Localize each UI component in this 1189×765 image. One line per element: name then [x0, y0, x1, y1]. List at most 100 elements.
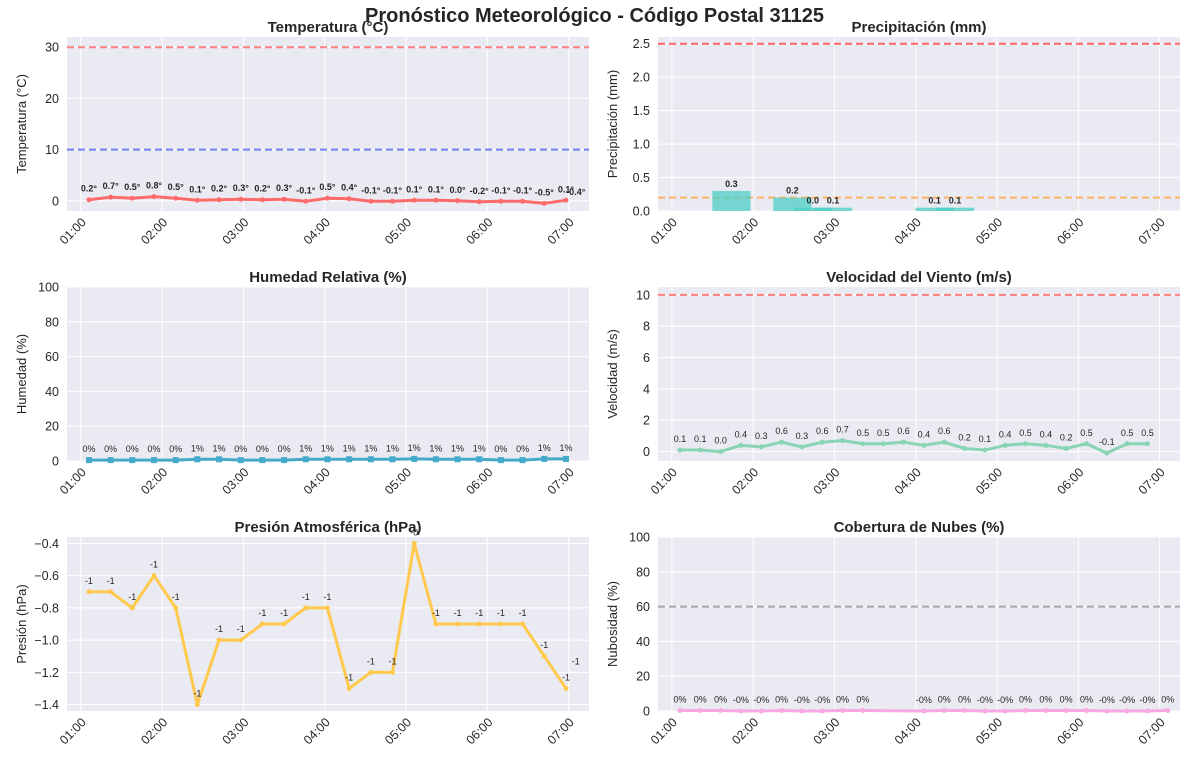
y-tick-label: 0 — [643, 445, 650, 459]
data-label: 0.0° — [449, 185, 466, 195]
data-point — [982, 447, 988, 453]
hum-plot-area — [67, 287, 589, 461]
data-point — [194, 197, 200, 203]
data-label: -1 — [345, 672, 353, 682]
y-tick-label: 8 — [643, 320, 650, 334]
data-label: -0.1° — [513, 185, 533, 195]
data-point — [411, 455, 418, 462]
y-tick-label: 60 — [45, 350, 59, 364]
data-point — [476, 199, 482, 205]
x-tick-label: 06:00 — [463, 465, 495, 497]
data-point — [677, 447, 683, 453]
data-point — [677, 707, 683, 713]
data-label: 0% — [1161, 694, 1174, 704]
data-label: 0.3 — [755, 431, 768, 441]
x-tick-label: 04:00 — [892, 465, 924, 497]
data-point — [454, 456, 461, 463]
data-label: 0.5 — [1121, 428, 1134, 438]
data-label: 0.6 — [816, 426, 829, 436]
data-point — [697, 447, 703, 453]
data-label: 0% — [104, 444, 117, 454]
temp-title: Temperatura (°C) — [268, 19, 389, 36]
data-label: -0% — [977, 695, 993, 705]
y-tick-label: 6 — [643, 351, 650, 365]
data-point — [563, 685, 569, 691]
data-label: -1 — [475, 608, 483, 618]
data-label: 0.3 — [796, 431, 809, 441]
data-point — [433, 197, 439, 203]
y-tick-label: 0 — [52, 455, 59, 469]
data-point — [455, 198, 461, 204]
data-label: 1% — [321, 443, 334, 453]
data-point — [1083, 441, 1089, 447]
data-point — [216, 637, 222, 643]
data-label: 0% — [147, 444, 160, 454]
data-label: -1 — [323, 592, 331, 602]
data-point — [840, 438, 846, 444]
data-point — [738, 708, 744, 714]
data-label: 0.2 — [786, 186, 799, 196]
data-label: 0.4 — [735, 429, 748, 439]
data-label: -1 — [302, 592, 310, 602]
data-point — [962, 445, 968, 451]
data-point — [173, 605, 179, 611]
y-tick-label: 100 — [38, 281, 59, 295]
data-label: 0.1 — [949, 196, 962, 206]
x-tick-label: 04:00 — [301, 215, 333, 247]
data-point — [758, 444, 764, 450]
data-label: 0.2° — [81, 184, 98, 194]
data-point — [758, 708, 764, 714]
data-point — [281, 621, 287, 627]
data-point — [368, 669, 374, 675]
data-label: 1% — [386, 443, 399, 453]
data-label: 0.1° — [428, 184, 445, 194]
data-label: 0% — [1019, 694, 1032, 704]
data-label: -1 — [193, 689, 201, 699]
precip-bar — [935, 207, 975, 211]
data-point — [302, 456, 309, 463]
x-tick-label: 04:00 — [892, 215, 924, 247]
x-tick-label: 06:00 — [1054, 715, 1086, 747]
data-point — [1063, 707, 1069, 713]
data-point — [880, 441, 886, 447]
hum-title: Humedad Relativa (%) — [249, 269, 407, 286]
y-tick-label: 40 — [45, 385, 59, 399]
data-point — [455, 621, 461, 627]
wind-y-axis-label: Velocidad (m/s) — [605, 329, 620, 419]
data-label: 1% — [299, 443, 312, 453]
data-point — [498, 198, 504, 204]
data-label: 0% — [256, 444, 269, 454]
data-point — [497, 457, 504, 464]
data-label: 0.3 — [725, 179, 738, 189]
data-label: 0.1° — [406, 184, 423, 194]
y-tick-label: 0 — [643, 705, 650, 719]
data-label: 0.7° — [103, 181, 120, 191]
data-point — [921, 708, 927, 714]
data-point — [411, 540, 417, 546]
x-tick-label: 06:00 — [1054, 215, 1086, 247]
data-point — [367, 456, 374, 463]
data-point — [194, 456, 201, 463]
data-point — [368, 198, 374, 204]
data-label: -1 — [237, 624, 245, 634]
data-label: -0.2° — [470, 186, 490, 196]
data-label: -0.1° — [383, 185, 403, 195]
data-label: 0% — [856, 694, 869, 704]
y-tick-label: −0.8 — [34, 601, 59, 615]
figure-title: Pronóstico Meteorológico - Código Postal… — [365, 5, 824, 27]
data-point — [129, 195, 135, 201]
data-point — [1104, 450, 1110, 456]
data-label: 1% — [213, 443, 226, 453]
data-point — [433, 621, 439, 627]
data-label: -1 — [454, 608, 462, 618]
y-tick-label: 2.5 — [633, 37, 650, 51]
data-point — [1023, 707, 1029, 713]
data-point — [346, 456, 353, 463]
precip-y-axis-label: Precipitación (mm) — [605, 70, 620, 178]
data-label: -0% — [1119, 695, 1135, 705]
wind-panel: 0 2 4 6 8 10 01:00 02:00 03:00 04:00 05:00 06:00 07:… — [605, 269, 1180, 497]
x-tick-label: 07:00 — [545, 465, 577, 497]
data-label: -0% — [916, 695, 932, 705]
x-tick-label: 03:00 — [811, 715, 843, 747]
x-tick-label: 07:00 — [545, 715, 577, 747]
